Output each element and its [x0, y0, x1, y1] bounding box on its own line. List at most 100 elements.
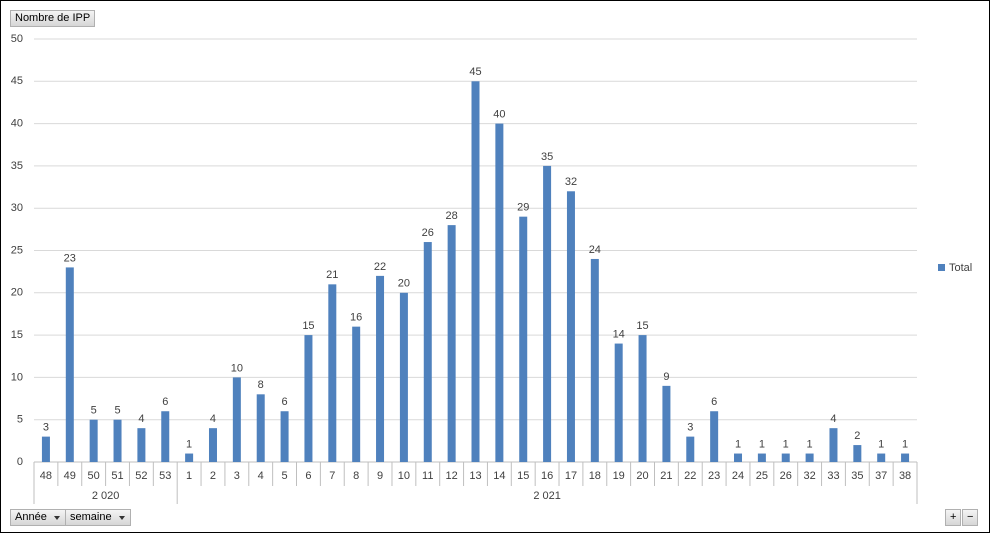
- x-tick-label: 21: [660, 470, 672, 482]
- zoom-button[interactable]: −: [962, 509, 979, 526]
- bar: [328, 284, 337, 462]
- bar: [113, 419, 122, 462]
- x-tick-label: 12: [446, 470, 458, 482]
- zoom-button[interactable]: +: [945, 509, 962, 526]
- bar: [137, 428, 146, 462]
- y-tick-label: 45: [11, 75, 23, 87]
- data-label: 40: [493, 109, 505, 121]
- x-tick-label: 5: [282, 470, 288, 482]
- bar: [376, 275, 385, 462]
- legend-label: Total: [949, 262, 972, 274]
- dropdown-arrow: [53, 516, 60, 523]
- data-label: 3: [43, 422, 49, 434]
- bar: [543, 165, 552, 462]
- data-label: 10: [231, 362, 243, 374]
- x-tick-label: 23: [708, 470, 720, 482]
- x-tick-label: 18: [589, 470, 601, 482]
- group-label: 2 020: [92, 490, 120, 502]
- bar: [65, 267, 74, 462]
- bar: [638, 335, 647, 462]
- x-tick-label: 51: [111, 470, 123, 482]
- bar: [734, 453, 743, 462]
- data-label: 8: [258, 379, 264, 391]
- data-label: 16: [350, 312, 362, 324]
- x-tick-label: 52: [135, 470, 147, 482]
- group-label: 2 021: [533, 490, 561, 502]
- value-field-button[interactable]: Nombre de IPP: [10, 10, 96, 27]
- bar: [471, 81, 480, 463]
- bar: [89, 419, 98, 462]
- data-label: 4: [210, 413, 216, 425]
- data-label: 1: [186, 438, 192, 450]
- legend-swatch: [938, 264, 945, 271]
- bar: [877, 453, 886, 462]
- x-tick-label: 37: [875, 470, 887, 482]
- axis-field-button[interactable]: Année: [10, 509, 66, 526]
- x-tick-label: 35: [851, 470, 863, 482]
- data-label: 35: [541, 151, 553, 163]
- data-label: 22: [374, 261, 386, 273]
- data-label: 32: [565, 176, 577, 188]
- bar: [590, 258, 599, 462]
- x-tick-label: 7: [329, 470, 335, 482]
- x-tick-label: 49: [64, 470, 76, 482]
- x-tick-label: 24: [732, 470, 744, 482]
- data-label: 2: [854, 430, 860, 442]
- bar: [757, 453, 766, 462]
- x-tick-label: 9: [377, 470, 383, 482]
- data-label: 4: [138, 413, 144, 425]
- bar: [447, 225, 456, 462]
- data-label: 6: [282, 396, 288, 408]
- bar: [495, 123, 504, 462]
- x-tick-label: 10: [398, 470, 410, 482]
- bar: [710, 411, 719, 462]
- x-tick-label: 11: [422, 470, 433, 482]
- data-label: 45: [469, 66, 481, 78]
- y-tick-label: 35: [11, 160, 23, 172]
- x-tick-label: 1: [186, 470, 192, 482]
- data-label: 24: [589, 244, 601, 256]
- axis-field-button[interactable]: semaine: [65, 509, 131, 526]
- y-tick-label: 30: [11, 202, 23, 214]
- bar: [352, 326, 361, 462]
- x-tick-label: 17: [565, 470, 577, 482]
- data-label: 1: [878, 438, 884, 450]
- x-tick-label: 2: [210, 470, 216, 482]
- bar: [280, 411, 289, 462]
- y-tick-label: 25: [11, 244, 23, 256]
- data-label: 29: [517, 202, 529, 214]
- x-tick-label: 53: [159, 470, 171, 482]
- x-tick-label: 13: [469, 470, 481, 482]
- bar: [232, 377, 241, 462]
- bar: [519, 216, 528, 462]
- data-label: 23: [64, 252, 76, 264]
- x-tick-label: 25: [756, 470, 768, 482]
- data-label: 15: [636, 320, 648, 332]
- data-label: 3: [687, 422, 693, 434]
- y-tick-label: 0: [17, 456, 23, 468]
- data-label: 21: [326, 269, 338, 281]
- bar: [781, 453, 790, 462]
- bar: [185, 453, 194, 462]
- y-tick-label: 40: [11, 118, 23, 130]
- data-label: 28: [446, 210, 458, 222]
- bar: [805, 453, 814, 462]
- data-label: 15: [302, 320, 314, 332]
- data-label: 4: [830, 413, 836, 425]
- data-label: 1: [735, 438, 741, 450]
- y-tick-label: 15: [11, 329, 23, 341]
- dropdown-arrow: [118, 516, 125, 523]
- bar: [304, 335, 313, 462]
- bar: [399, 292, 408, 462]
- bar: [161, 411, 170, 462]
- bar: [566, 191, 575, 462]
- x-tick-label: 48: [40, 470, 52, 482]
- bar: [41, 436, 50, 462]
- bar: [853, 445, 862, 462]
- data-label: 1: [783, 438, 789, 450]
- data-label: 26: [422, 227, 434, 239]
- data-label: 6: [162, 396, 168, 408]
- bar: [423, 242, 432, 462]
- x-tick-label: 3: [234, 470, 240, 482]
